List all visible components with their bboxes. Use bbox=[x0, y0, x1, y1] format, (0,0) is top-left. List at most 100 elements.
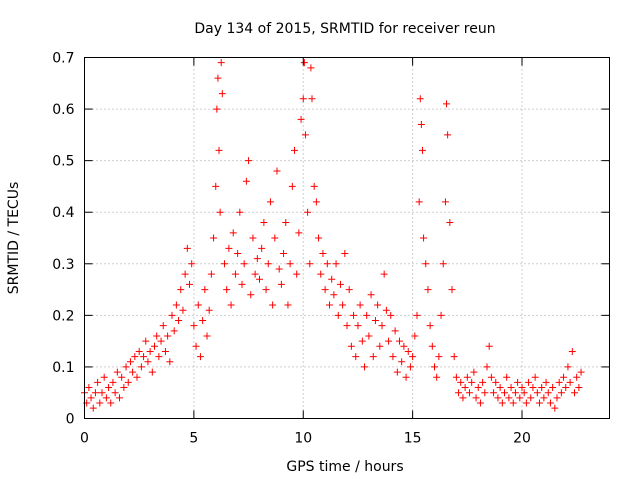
data-markers bbox=[81, 59, 585, 412]
data-point bbox=[122, 363, 130, 371]
data-point bbox=[444, 131, 452, 139]
data-point bbox=[566, 378, 574, 386]
chart-title: Day 134 of 2015, SRMTID for receiver reu… bbox=[194, 21, 495, 37]
data-point bbox=[205, 306, 213, 314]
data-point bbox=[100, 373, 108, 381]
data-point bbox=[120, 384, 128, 392]
data-point bbox=[157, 337, 165, 345]
data-point bbox=[560, 373, 568, 381]
data-point bbox=[306, 260, 314, 268]
data-point bbox=[525, 378, 533, 386]
data-point bbox=[183, 244, 191, 252]
data-point bbox=[365, 332, 373, 340]
data-point bbox=[113, 368, 121, 376]
data-point bbox=[538, 384, 546, 392]
data-point bbox=[153, 332, 161, 340]
data-point bbox=[345, 286, 353, 294]
y-tick-label: 0 bbox=[66, 412, 75, 428]
data-point bbox=[96, 399, 104, 407]
data-point bbox=[461, 384, 469, 392]
data-point bbox=[275, 265, 283, 273]
data-point bbox=[549, 384, 557, 392]
data-point bbox=[476, 399, 484, 407]
data-point bbox=[151, 342, 158, 350]
data-point bbox=[129, 368, 137, 376]
data-point bbox=[286, 260, 294, 268]
data-point bbox=[393, 368, 401, 376]
data-point bbox=[170, 327, 178, 335]
data-point bbox=[575, 384, 583, 392]
data-point bbox=[288, 182, 296, 190]
data-point bbox=[374, 301, 382, 309]
data-point bbox=[260, 219, 268, 227]
y-tick-label: 0.5 bbox=[52, 154, 74, 170]
data-point bbox=[339, 301, 347, 309]
data-point bbox=[450, 353, 458, 361]
data-point bbox=[116, 394, 123, 402]
data-point bbox=[389, 353, 397, 361]
data-point bbox=[236, 208, 244, 216]
data-point bbox=[133, 373, 141, 381]
data-point bbox=[334, 311, 342, 319]
data-point bbox=[258, 244, 266, 252]
data-point bbox=[568, 347, 576, 355]
data-point bbox=[503, 373, 511, 381]
grid-lines bbox=[84, 57, 610, 419]
data-point bbox=[271, 234, 279, 242]
data-point bbox=[341, 249, 349, 257]
data-point bbox=[511, 389, 519, 397]
data-point bbox=[577, 368, 585, 376]
data-point bbox=[135, 347, 143, 355]
data-point bbox=[455, 389, 463, 397]
data-point bbox=[155, 353, 163, 361]
data-point bbox=[282, 219, 290, 227]
data-point bbox=[186, 280, 193, 288]
data-point bbox=[398, 358, 406, 366]
data-point bbox=[446, 219, 454, 227]
data-point bbox=[262, 286, 270, 294]
data-point bbox=[253, 255, 261, 263]
data-point bbox=[144, 358, 152, 366]
data-point bbox=[413, 311, 421, 319]
data-point bbox=[172, 301, 180, 309]
data-point bbox=[424, 286, 432, 294]
data-point bbox=[188, 260, 196, 268]
data-point bbox=[166, 358, 174, 366]
data-point bbox=[266, 198, 274, 206]
data-point bbox=[91, 389, 99, 397]
plot-frame bbox=[84, 57, 610, 419]
x-tick-label: 0 bbox=[80, 431, 89, 447]
data-point bbox=[109, 378, 117, 386]
data-point bbox=[297, 115, 305, 123]
data-point bbox=[536, 399, 543, 407]
data-point bbox=[505, 394, 513, 402]
data-point bbox=[352, 353, 360, 361]
data-point bbox=[231, 270, 239, 278]
data-point bbox=[310, 182, 318, 190]
data-point bbox=[291, 146, 298, 154]
data-point bbox=[533, 389, 541, 397]
data-point bbox=[215, 146, 223, 154]
data-point bbox=[380, 270, 388, 278]
y-tick-label: 0.1 bbox=[52, 360, 74, 376]
data-point bbox=[409, 353, 417, 361]
data-point bbox=[509, 399, 517, 407]
data-point bbox=[207, 270, 215, 278]
data-point bbox=[304, 208, 312, 216]
data-point bbox=[89, 404, 97, 412]
data-point bbox=[416, 95, 424, 103]
data-point bbox=[194, 301, 202, 309]
data-point bbox=[564, 363, 572, 371]
data-point bbox=[269, 301, 277, 309]
data-point bbox=[507, 384, 515, 392]
data-point bbox=[422, 260, 430, 268]
data-point bbox=[212, 182, 220, 190]
data-point bbox=[159, 322, 167, 330]
data-point bbox=[308, 95, 316, 103]
data-point bbox=[463, 373, 471, 381]
data-point bbox=[225, 244, 233, 252]
data-point bbox=[557, 389, 565, 397]
data-point bbox=[356, 301, 364, 309]
data-point bbox=[295, 229, 303, 237]
